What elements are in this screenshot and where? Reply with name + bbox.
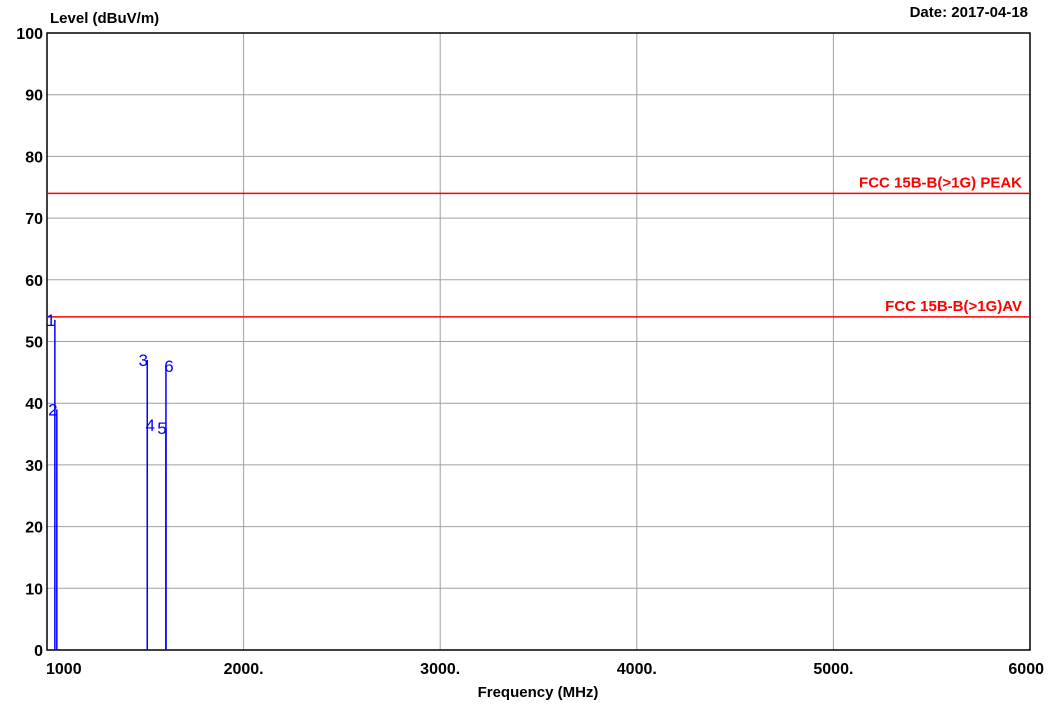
y-tick-label: 0 xyxy=(34,643,43,660)
y-tick-label: 80 xyxy=(25,149,43,166)
limit-lines: FCC 15B-B(>1G) PEAK FCC 15B-B(>1G)AV xyxy=(47,174,1030,318)
y-tick-label: 90 xyxy=(25,88,43,105)
plot-area-border xyxy=(46,32,1031,651)
marker-label: 2 xyxy=(48,400,57,419)
marker-label: 4 xyxy=(146,416,155,435)
marker-label: 5 xyxy=(157,419,166,438)
x-tick-label: 6000 xyxy=(1008,661,1044,678)
y-tick-label: 30 xyxy=(25,458,43,475)
marker-label: 3 xyxy=(139,351,148,370)
y-tick-label: 10 xyxy=(25,581,43,598)
y-tick-label: 100 xyxy=(16,26,43,43)
x-tick-label: 1000 xyxy=(46,661,82,678)
x-tick-label: 2000. xyxy=(224,661,264,678)
emission-markers: 1 2 3 4 5 6 xyxy=(46,311,174,650)
x-tick-label: 4000. xyxy=(617,661,657,678)
marker-label: 6 xyxy=(164,357,173,376)
y-tick-label: 60 xyxy=(25,273,43,290)
y-tick-label: 40 xyxy=(25,396,43,413)
grid-lines xyxy=(47,33,1030,650)
y-tick-label: 70 xyxy=(25,211,43,228)
limit-line-label: FCC 15B-B(>1G) PEAK xyxy=(859,174,1022,191)
date-label: Date: 2017-04-18 xyxy=(910,4,1028,21)
x-tick-label: 5000. xyxy=(813,661,853,678)
y-axis-label: Level (dBuV/m) xyxy=(50,10,159,27)
y-tick-label: 50 xyxy=(25,335,43,352)
y-tick-label: 20 xyxy=(25,520,43,537)
x-axis-ticks: 1000 2000. 3000. 4000. 5000. 6000 xyxy=(46,661,1044,678)
y-axis-ticks: 0 10 20 30 40 50 60 70 80 90 100 xyxy=(16,26,43,660)
limit-line-label: FCC 15B-B(>1G)AV xyxy=(885,298,1022,315)
marker-label: 1 xyxy=(46,311,55,330)
x-axis-label: Frequency (MHz) xyxy=(478,684,599,701)
x-tick-label: 3000. xyxy=(420,661,460,678)
